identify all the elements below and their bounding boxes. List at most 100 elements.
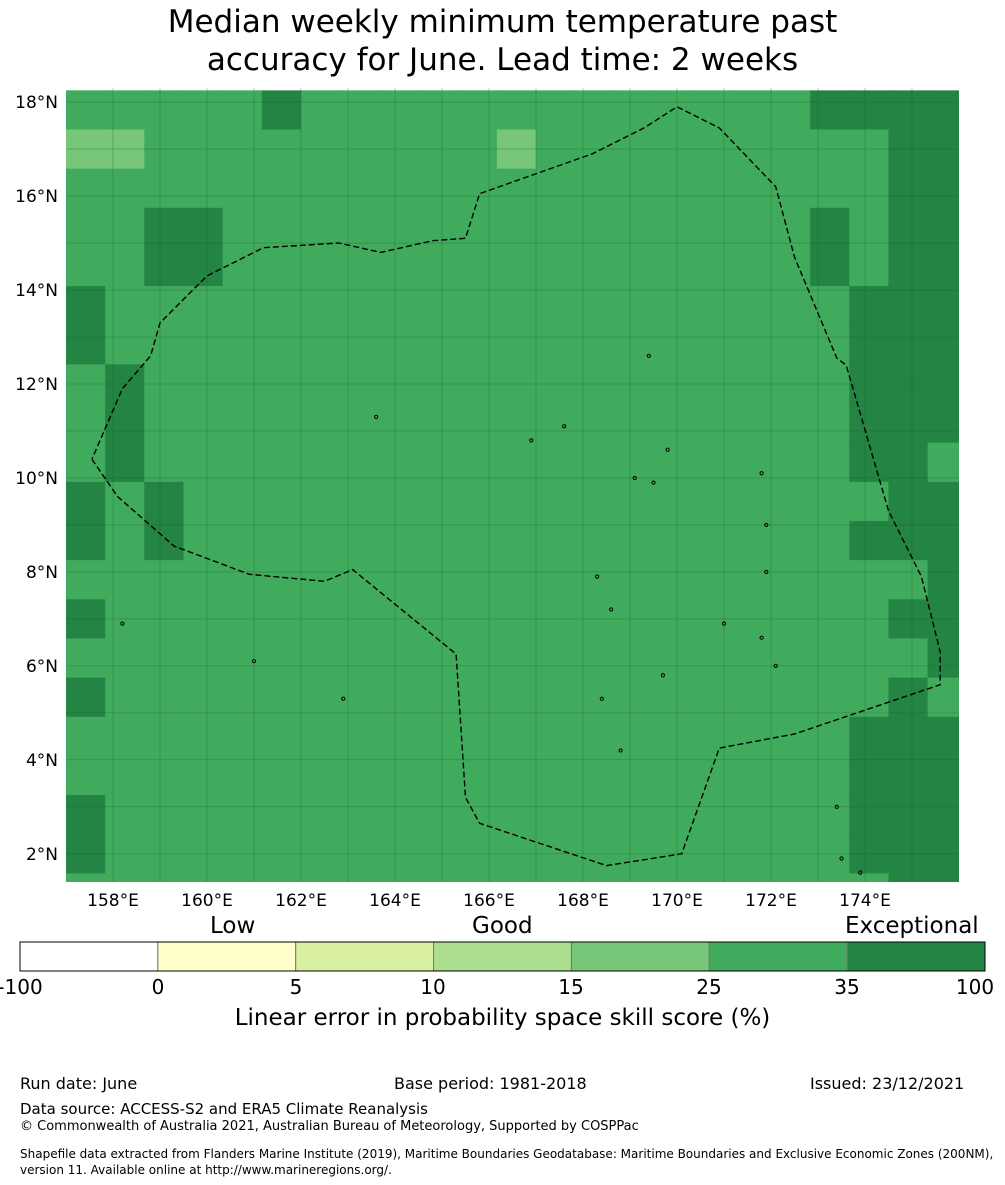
grid-cell	[575, 207, 615, 248]
grid-cell	[535, 638, 576, 679]
grid-cell	[575, 246, 615, 287]
grid-cell	[888, 286, 929, 326]
grid-cell	[575, 481, 615, 522]
grid-cell	[457, 325, 498, 366]
colorbar-word-low: Low	[210, 913, 256, 939]
grid-cell	[379, 638, 420, 679]
grid-cell	[810, 168, 850, 209]
island-outline	[374, 414, 379, 419]
grid-cell	[144, 168, 185, 209]
colorbar-segment	[708, 941, 848, 972]
grid-cell	[535, 246, 576, 287]
colorbar-segment	[19, 941, 159, 972]
grid-cell	[575, 286, 615, 326]
grid-cell	[379, 481, 420, 522]
grid-cell	[927, 795, 959, 835]
grid-cell	[692, 521, 733, 561]
shapefile-credit-line-1: Shapefile data extracted from Flanders M…	[20, 1147, 994, 1161]
grid-cell	[418, 560, 459, 600]
grid-cell	[927, 246, 959, 287]
grid-cell	[418, 207, 459, 248]
island-outline	[609, 607, 614, 612]
grid-cell	[810, 677, 850, 718]
grid-cell	[261, 168, 302, 209]
grid-cell	[927, 716, 959, 757]
grid-cell	[535, 755, 576, 796]
grid-cell	[144, 246, 185, 287]
grid-cell	[731, 90, 772, 131]
grid-cell	[692, 795, 733, 835]
grid-cell	[300, 677, 341, 718]
grid-cell	[261, 716, 302, 757]
grid-cell	[66, 873, 106, 882]
grid-cell	[731, 286, 772, 326]
colorbar-segment	[846, 941, 986, 972]
grid-cell	[731, 442, 772, 483]
grid-cell	[300, 716, 341, 757]
grid-cell	[692, 168, 733, 209]
grid-cell	[105, 716, 145, 757]
grid-cell	[731, 521, 772, 561]
grid-cell	[222, 795, 263, 835]
grid-cell	[927, 207, 959, 248]
grid-cell	[144, 638, 185, 679]
grid-cell	[653, 442, 694, 483]
grid-cell	[653, 755, 694, 796]
grid-cell	[379, 325, 420, 366]
island-outline	[562, 424, 567, 429]
grid-cell	[653, 873, 694, 882]
grid-cell	[888, 795, 929, 835]
lat-tick-label: 8°N	[26, 563, 58, 583]
grid-cell	[888, 442, 929, 483]
grid-cell	[183, 246, 224, 287]
grid-cell	[614, 560, 655, 600]
grid-cell	[144, 481, 185, 522]
grid-cell	[379, 286, 420, 326]
grid-cell	[535, 442, 576, 483]
grid-cell	[222, 207, 263, 248]
colorbar-word-exceptional: Exceptional	[845, 913, 979, 939]
grid-cell	[653, 795, 694, 835]
grid-cell	[496, 481, 537, 522]
grid-cell	[849, 286, 890, 326]
grid-cell	[496, 716, 537, 757]
grid-cell	[810, 755, 850, 796]
grid-cell	[340, 481, 380, 522]
grid-cell	[496, 90, 537, 131]
grid-cell	[261, 638, 302, 679]
grid-cell	[340, 521, 380, 561]
grid-cell	[770, 286, 811, 326]
lon-tick-label: 168°E	[557, 891, 609, 911]
grid-cell	[222, 168, 263, 209]
grid-cell	[457, 403, 498, 444]
grid-cell	[144, 286, 185, 326]
grid-cell	[340, 755, 380, 796]
grid-cell	[692, 442, 733, 483]
grid-cell	[888, 246, 929, 287]
grid-cell	[300, 481, 341, 522]
grid-cell	[496, 207, 537, 248]
grid-cell	[183, 755, 224, 796]
grid-cell	[261, 873, 302, 882]
grid-cell	[888, 90, 929, 131]
grid-cell	[535, 716, 576, 757]
lon-tick-label: 170°E	[651, 891, 703, 911]
grid-cell	[144, 716, 185, 757]
grid-cell	[379, 716, 420, 757]
lat-tick-label: 12°N	[15, 375, 58, 395]
lat-tick-label: 4°N	[26, 751, 58, 771]
grid-cell	[222, 481, 263, 522]
grid-cell	[849, 168, 890, 209]
grid-cell	[692, 481, 733, 522]
grid-cell	[535, 677, 576, 718]
grid-cell	[418, 755, 459, 796]
grid-cell	[261, 677, 302, 718]
longitude-labels: 158°E 160°E 162°E 164°E 166°E 168°E 170°E 172°E…	[87, 891, 891, 911]
lon-tick-label: 160°E	[181, 891, 233, 911]
grid-cell	[261, 560, 302, 600]
grid-cell	[300, 873, 341, 882]
colorbar-tick: 25	[696, 975, 722, 999]
map-title-line-1: Median weekly minimum temperature past	[167, 4, 838, 40]
grid-cell	[575, 795, 615, 835]
grid-cell	[66, 560, 106, 600]
